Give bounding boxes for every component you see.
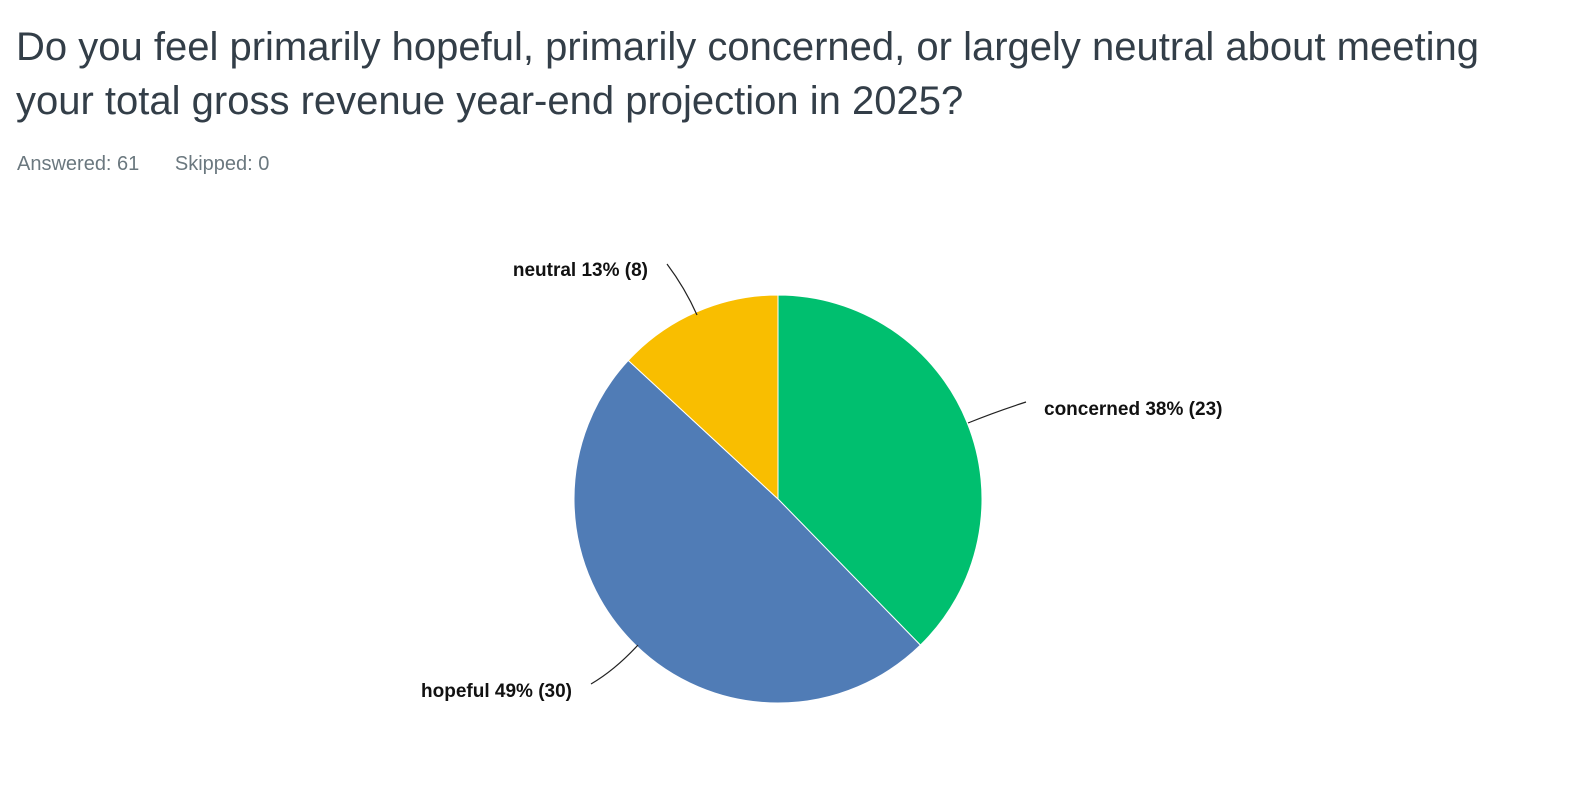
skipped-count: Skipped: 0 [174,153,270,175]
question-title: Do you feel primarily hopeful, primarily… [16,25,1479,123]
pie-slice-concerned [777,294,983,646]
answered-count: Answered: 61 [17,153,140,175]
leader-line-concerned [967,401,1027,424]
leader-line-neutral [666,263,698,316]
response-stats: Answered: 61 Skipped: 0 [17,153,299,176]
slice-label-concerned: concerned 38% (23) [1044,399,1222,420]
slice-label-neutral: neutral 13% (8) [513,260,648,281]
pie-slice-hopeful [573,359,922,704]
leader-line-hopeful [590,644,639,685]
slice-label-hopeful: hopeful 49% (30) [421,681,572,702]
